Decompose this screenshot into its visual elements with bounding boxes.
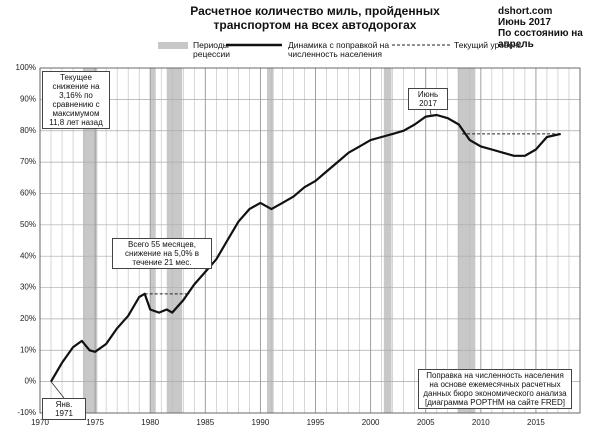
legend-label: Текущий уровень <box>454 40 523 50</box>
x-tick-label: 1980 <box>141 418 159 427</box>
y-tick-label: 90% <box>20 94 36 103</box>
annotation: Июнь 2017 <box>408 88 448 110</box>
source-line: По состоянию на апрель <box>498 28 583 50</box>
y-tick-label: -10% <box>17 408 36 417</box>
annotation: Всего 55 месяцев, снижение на 5,0% в теч… <box>112 238 212 269</box>
x-tick-label: 1990 <box>252 418 270 427</box>
y-tick-label: 60% <box>20 189 36 198</box>
y-tick-label: 70% <box>20 157 36 166</box>
y-tick-label: 20% <box>20 314 36 323</box>
recession-band <box>267 68 274 413</box>
y-tick-label: 30% <box>20 283 36 292</box>
x-tick-label: 2000 <box>362 418 380 427</box>
legend-label: Периоды рецессии <box>193 40 230 59</box>
source-block: dshort.com Июнь 2017 По состоянию на апр… <box>498 6 598 50</box>
y-tick-label: 50% <box>20 220 36 229</box>
y-tick-label: 80% <box>20 126 36 135</box>
x-tick-label: 1970 <box>31 418 49 427</box>
leader-line <box>50 381 65 399</box>
annotation: Текущее снижение на 3,16% по сравнению с… <box>42 71 110 129</box>
legend-swatch <box>158 42 188 49</box>
x-tick-label: 1985 <box>196 418 214 427</box>
x-tick-label: 2005 <box>417 418 435 427</box>
data-line <box>50 113 561 383</box>
y-tick-label: 10% <box>20 345 36 354</box>
x-tick-label: 2010 <box>472 418 490 427</box>
annotation: Янв. 1971 <box>42 398 86 420</box>
recession-band <box>383 68 392 413</box>
annotation: Поправка на численность населения на осн… <box>418 369 572 409</box>
recession-band <box>82 68 98 413</box>
y-tick-label: 40% <box>20 251 36 260</box>
plot-frame <box>39 67 581 414</box>
legend-label: Динамика с поправкой на численность насе… <box>288 40 390 59</box>
source-line: Июнь 2017 <box>498 17 551 28</box>
source-line: dshort.com <box>498 6 553 17</box>
recession-band <box>457 68 476 413</box>
x-tick-label: 1995 <box>307 418 325 427</box>
chart-title: Расчетное количество миль, пройденных тр… <box>190 4 440 32</box>
x-tick-label: 2015 <box>527 418 545 427</box>
y-tick-label: 0% <box>24 377 36 386</box>
x-tick-label: 1975 <box>86 418 104 427</box>
y-tick-label: 100% <box>16 63 36 72</box>
